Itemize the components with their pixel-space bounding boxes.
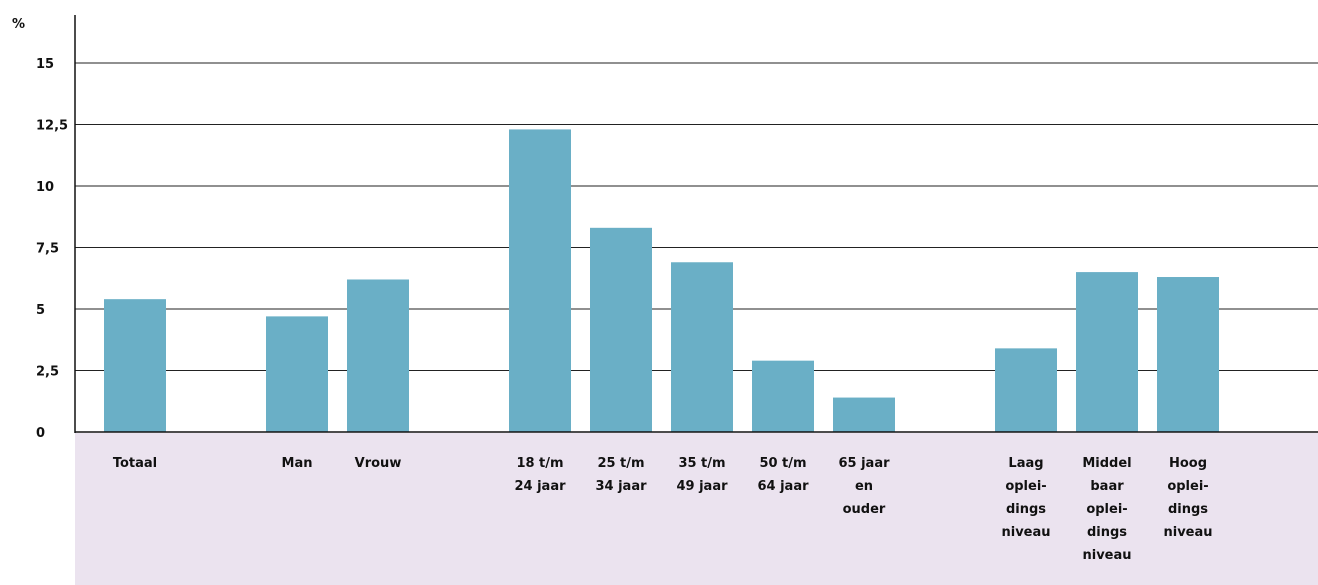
category-label: Hoog oplei-dings niveau	[1163, 456, 1212, 540]
category-label: 35 t/m 49 jaar	[676, 456, 728, 494]
category-label: 25 t/m 34 jaar	[595, 456, 647, 494]
bar	[266, 316, 328, 432]
bars	[104, 129, 1219, 433]
bar	[995, 348, 1057, 432]
y-tick-labels: 0 2,5 5 7,5 10 12,5 15	[36, 57, 68, 441]
y-tick-label: 7,5	[36, 242, 59, 257]
bar	[1157, 277, 1219, 432]
category-label: Totaal	[113, 456, 157, 471]
bar	[752, 360, 814, 432]
y-tick-label: 10	[36, 180, 54, 195]
bar	[104, 299, 166, 432]
y-tick-label: 15	[36, 57, 54, 72]
bar	[671, 262, 733, 432]
bar	[509, 129, 571, 433]
category-label: 65 jaar en ouder	[838, 456, 890, 517]
category-label: 18 t/m 24 jaar	[514, 456, 566, 494]
y-tick-label: 0	[36, 426, 45, 441]
y-tick-label: 2,5	[36, 365, 59, 380]
category-label: 50 t/m 64 jaar	[757, 456, 809, 494]
y-axis-unit-label: %	[12, 17, 25, 32]
y-tick-label: 5	[36, 303, 45, 318]
category-label: Laag oplei-dings niveau	[1001, 456, 1050, 540]
bar	[590, 227, 652, 432]
y-tick-label: 12,5	[36, 119, 68, 134]
category-labels: Totaal Man Vrouw 18 t/m 24 jaar 25 t/m 34 jaar…	[113, 456, 1213, 563]
bar	[347, 279, 409, 432]
category-label: Man	[282, 456, 313, 471]
bar	[833, 397, 895, 432]
category-label: Vrouw	[355, 456, 402, 471]
category-label: Middel baar oplei-dings niveau	[1082, 456, 1131, 563]
category-label-band	[75, 433, 1318, 585]
bar	[1076, 272, 1138, 432]
